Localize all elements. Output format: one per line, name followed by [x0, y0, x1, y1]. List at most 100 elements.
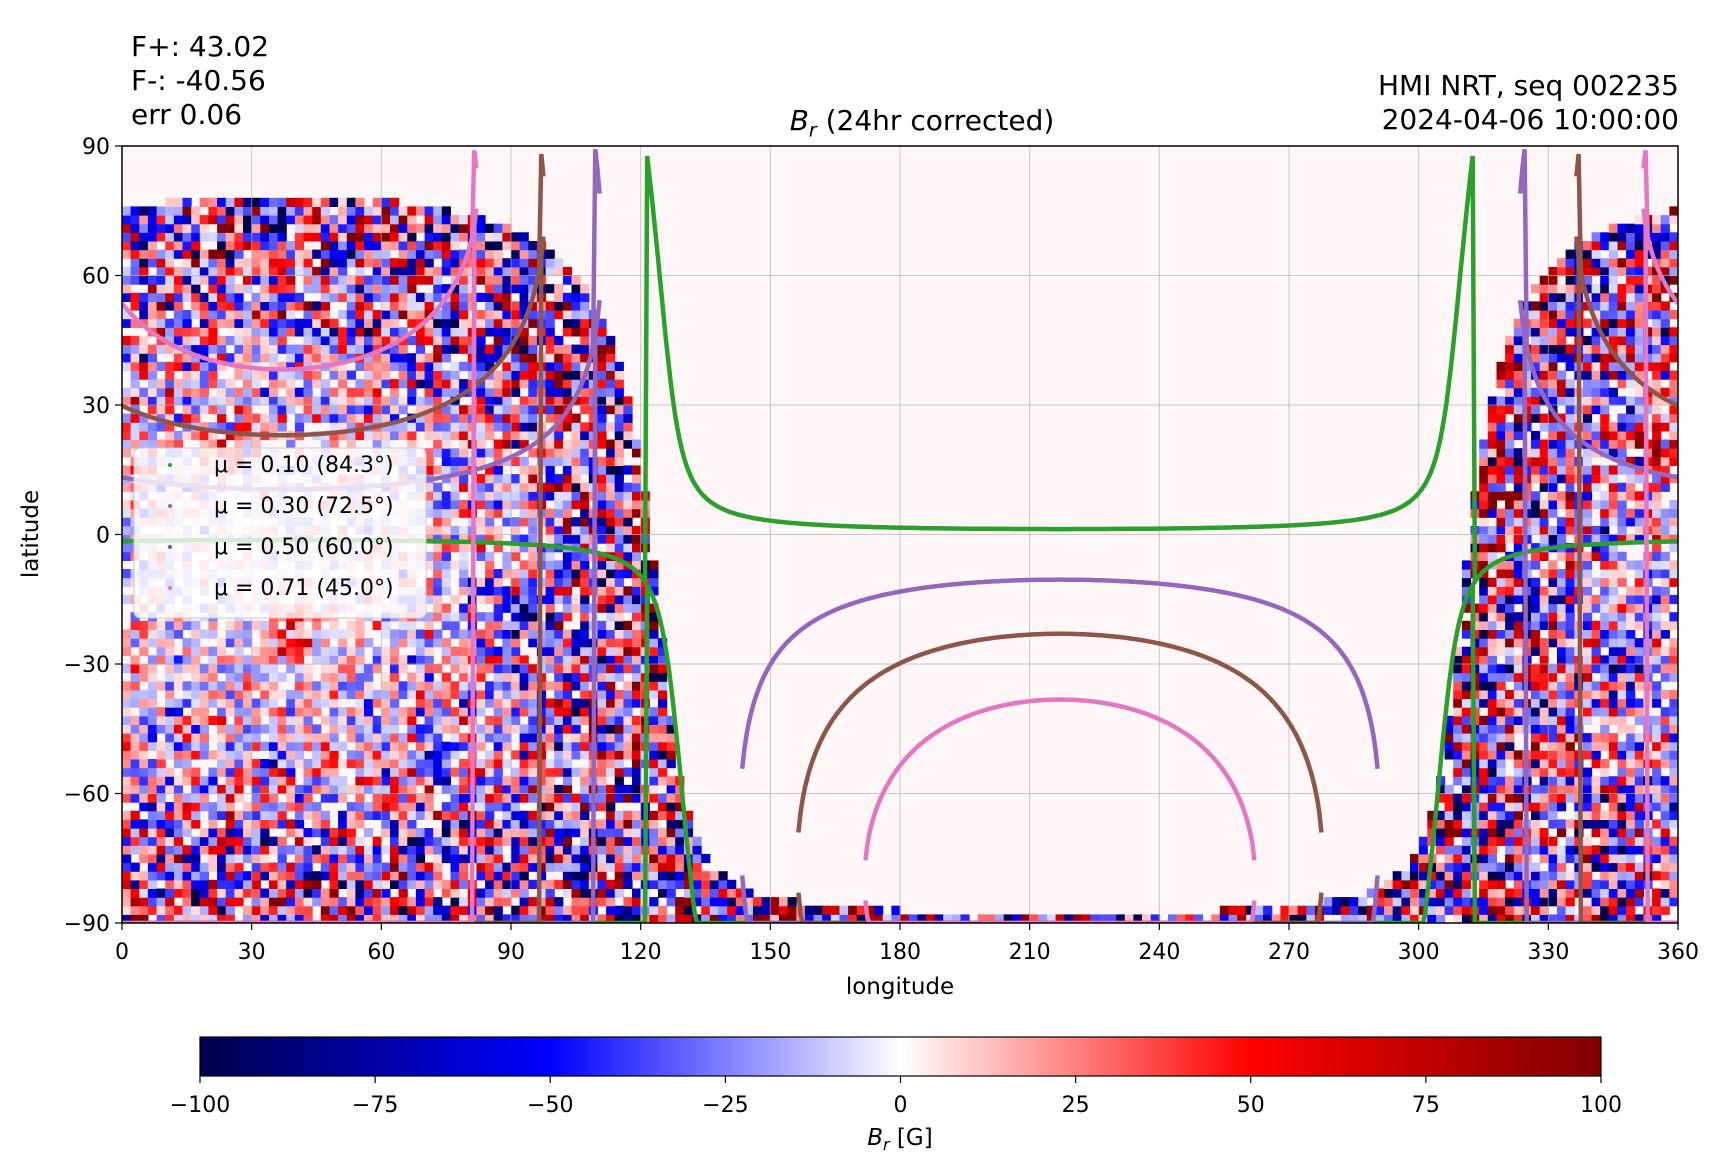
map-cell	[1496, 897, 1506, 907]
map-cell	[390, 413, 400, 423]
map-cell	[156, 853, 166, 864]
map-cell	[199, 223, 209, 233]
map-cell	[286, 698, 296, 708]
map-cell	[208, 836, 218, 846]
map-cell	[649, 586, 659, 596]
map-cell	[554, 517, 564, 527]
map-cell	[545, 465, 555, 475]
map-cell	[243, 724, 253, 734]
map-cell	[130, 215, 140, 225]
map-cell	[286, 655, 296, 665]
map-cell	[597, 405, 607, 415]
map-cell	[433, 249, 443, 259]
map-cell	[1479, 517, 1489, 527]
map-cell	[632, 612, 642, 622]
map-cell	[441, 620, 451, 630]
map-cell	[511, 655, 521, 665]
map-cell	[1444, 733, 1454, 743]
map-cell	[225, 379, 235, 389]
map-cell	[1513, 698, 1523, 708]
map-cell	[511, 379, 521, 389]
map-cell	[1513, 422, 1523, 432]
map-cell	[122, 793, 132, 803]
map-cell	[623, 871, 633, 881]
map-cell	[562, 750, 573, 760]
map-cell	[130, 759, 140, 769]
map-cell	[476, 335, 486, 346]
map-cell	[571, 344, 581, 354]
map-cell	[1479, 465, 1489, 475]
map-cell	[623, 638, 633, 648]
map-cell	[130, 258, 140, 268]
map-cell	[571, 456, 581, 466]
map-cell	[381, 292, 391, 302]
map-cell	[251, 439, 261, 449]
map-cell	[511, 836, 521, 846]
map-cell	[312, 284, 322, 294]
map-cell	[571, 474, 581, 484]
map-cell	[303, 370, 313, 380]
map-cell	[372, 206, 382, 216]
map-cell	[1410, 862, 1420, 872]
map-cell	[1505, 396, 1515, 406]
map-cell	[346, 223, 356, 233]
map-cell	[623, 500, 633, 510]
map-cell	[251, 853, 261, 864]
map-cell	[779, 914, 789, 923]
map-cell	[580, 733, 590, 743]
map-cell	[450, 508, 460, 518]
map-cell	[493, 750, 503, 760]
map-cell	[234, 638, 244, 648]
map-cell	[398, 223, 408, 233]
map-cell	[614, 543, 624, 553]
map-cell	[658, 905, 668, 915]
map-cell	[424, 353, 434, 363]
map-cell	[320, 689, 330, 700]
map-cell	[355, 741, 365, 751]
map-cell	[562, 586, 573, 596]
map-cell	[597, 715, 607, 725]
map-cell	[433, 422, 443, 432]
map-cell	[554, 681, 564, 691]
map-cell	[398, 845, 408, 855]
map-cell	[225, 638, 235, 648]
map-cell	[329, 853, 339, 864]
map-cell	[519, 569, 529, 579]
map-cell	[294, 862, 305, 872]
map-cell	[243, 266, 253, 277]
map-cell	[718, 879, 728, 889]
map-cell	[614, 430, 624, 441]
map-cell	[364, 759, 374, 769]
map-cell	[433, 586, 443, 596]
map-cell	[1444, 879, 1454, 889]
map-cell	[390, 379, 400, 389]
map-cell	[580, 379, 590, 389]
map-cell	[139, 249, 149, 259]
map-cell	[450, 819, 460, 829]
map-cell	[597, 318, 607, 328]
map-cell	[606, 707, 616, 717]
map-cell	[130, 862, 140, 872]
map-cell	[545, 353, 555, 363]
map-cell	[1487, 689, 1497, 700]
map-cell	[312, 405, 322, 415]
map-cell	[571, 819, 581, 829]
map-cell	[208, 888, 218, 898]
map-cell	[485, 551, 495, 561]
map-cell	[208, 266, 218, 277]
map-cell	[407, 620, 417, 630]
map-cell	[562, 560, 573, 570]
map-cell	[1496, 508, 1506, 518]
map-cell	[519, 275, 529, 285]
map-cell	[597, 430, 607, 441]
map-cell	[528, 879, 538, 889]
map-cell	[355, 905, 365, 915]
map-cell	[450, 241, 460, 251]
map-cell	[1487, 836, 1497, 846]
map-cell	[1513, 862, 1523, 872]
map-cell	[260, 689, 270, 700]
map-cell	[1453, 879, 1463, 889]
map-cell	[493, 629, 503, 639]
map-cell	[1418, 879, 1428, 889]
map-cell	[519, 750, 529, 760]
